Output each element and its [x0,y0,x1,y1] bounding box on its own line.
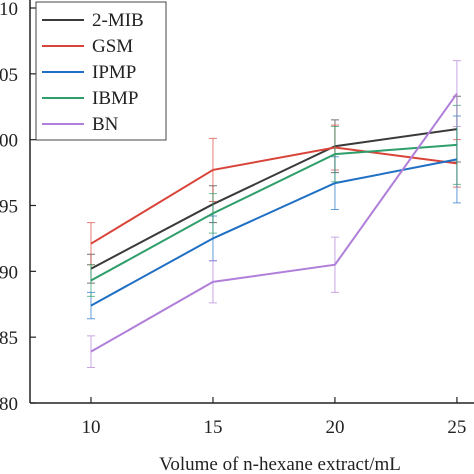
y-tick-label: 90 [0,262,18,283]
x-axis-label: Volume of n-hexane extract/mL [159,454,401,474]
legend-label: BN [92,114,119,135]
x-tick-label: 25 [447,417,466,438]
series-line [90,158,458,307]
error-bar [86,264,95,297]
series-line [90,128,458,270]
x-tick-label: 20 [325,417,344,438]
legend-label: IBMP [92,88,138,109]
y-tick-label: 110 [0,0,18,20]
legend-label: IPMP [92,62,136,83]
y-tick-label: 80 [0,394,18,415]
y-tick-label: 100 [0,131,18,152]
legend-label: GSM [92,36,133,57]
y-tick-label: 105 [0,65,18,86]
legend-label: 2-MIB [92,10,144,31]
y-tick-label: 85 [0,328,18,349]
series-line [90,93,458,353]
series-line [90,143,457,282]
x-tick-label: 10 [81,417,100,438]
series-line [90,146,458,245]
y-tick-label: 95 [0,197,18,218]
x-tick-label: 15 [203,417,222,438]
error-bar [86,335,95,368]
error-bar [452,60,461,127]
